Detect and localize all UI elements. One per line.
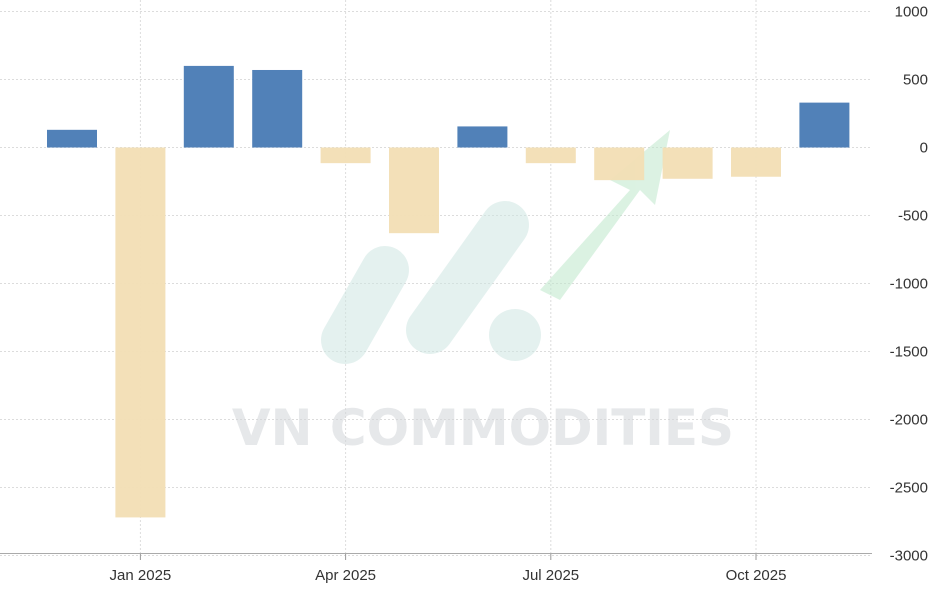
bar-nov-2025 [799, 102, 850, 148]
watermark-logo: VN COMMODITIES [232, 130, 734, 457]
y-tick-label: 1000 [895, 4, 928, 21]
x-tick-label: Oct 2025 [726, 567, 787, 584]
bar-may-2025 [389, 147, 439, 234]
bar-feb-2025 [183, 65, 234, 148]
x-tick-label: Jul 2025 [522, 567, 579, 584]
bar-oct-2025 [731, 147, 781, 177]
y-tick-label: 500 [903, 72, 928, 89]
bar-jan-2025 [115, 147, 166, 518]
x-tick-label: Apr 2025 [315, 567, 376, 584]
watermark-text: VN COMMODITIES [232, 399, 734, 457]
y-tick-label: -2000 [890, 412, 928, 429]
bars [47, 65, 850, 518]
bar-jul-2025 [525, 147, 576, 164]
bar-jun-2025 [457, 126, 508, 148]
bar-mar-2025 [252, 69, 303, 148]
y-axis: 1000 500 0 -500 -1000 -1500 -2000 -2500 -3000 [890, 4, 928, 565]
y-tick-label: 0 [920, 140, 928, 157]
bar-apr-2025 [320, 147, 371, 164]
y-tick-label: -1000 [890, 276, 928, 293]
y-tick-label: -2500 [890, 480, 928, 497]
y-tick-label: -3000 [890, 548, 928, 565]
bar-aug-2025 [594, 147, 645, 181]
bar-sep-2025 [662, 147, 713, 179]
y-tick-label: -1500 [890, 344, 928, 361]
bar-dec-2024 [47, 129, 97, 148]
x-axis: Jan 2025 Apr 2025 Jul 2025 Oct 2025 [0, 553, 872, 584]
x-tick-label: Jan 2025 [110, 567, 172, 584]
y-tick-label: -500 [898, 208, 928, 225]
